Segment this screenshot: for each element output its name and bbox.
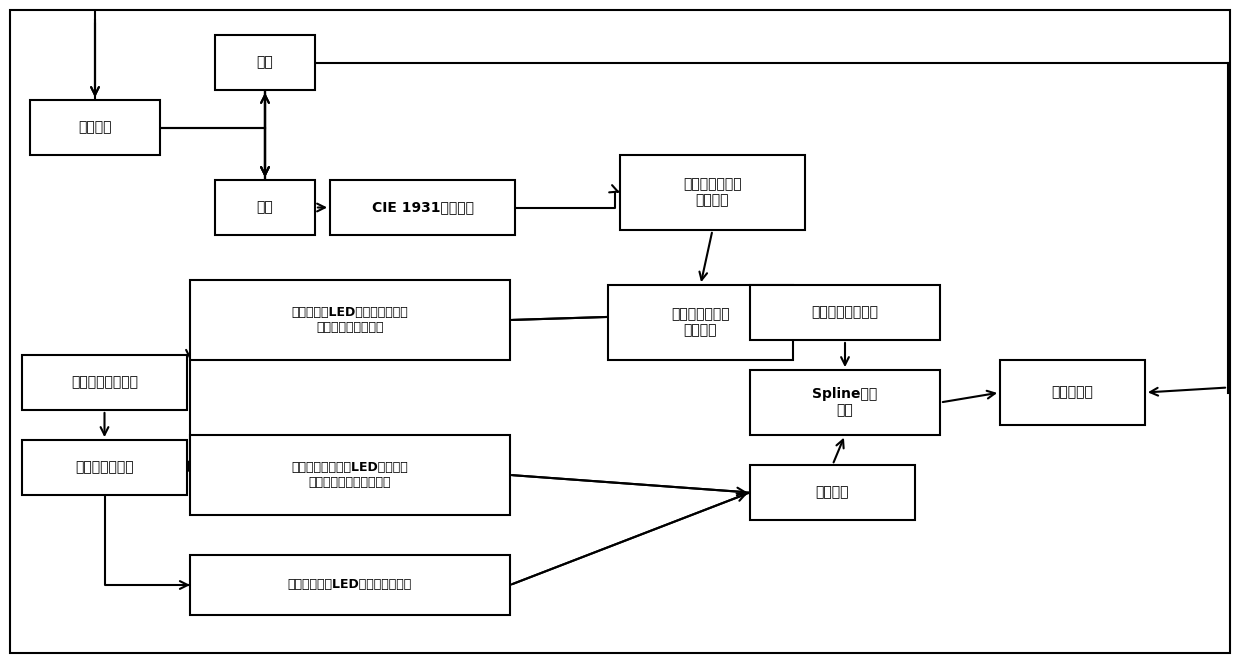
FancyBboxPatch shape: [620, 155, 805, 230]
Text: 色品: 色品: [257, 200, 273, 215]
Text: 选择任意三种光色LED并测量同
时点亮时的绝对三刺激值: 选择任意三种光色LED并测量同 时点亮时的绝对三刺激值: [291, 461, 408, 489]
Text: 测量剩余光色LED的绝对三刺激值: 测量剩余光色LED的绝对三刺激值: [288, 579, 412, 591]
Text: Spline插值
修正: Spline插值 修正: [812, 387, 878, 418]
FancyBboxPatch shape: [215, 35, 315, 90]
FancyBboxPatch shape: [330, 180, 515, 235]
FancyBboxPatch shape: [190, 435, 510, 515]
Text: 定标样本: 定标样本: [816, 485, 849, 499]
Text: 对控制信号值采样: 对控制信号值采样: [71, 375, 138, 389]
Text: 构建并求解线性
规划模型: 构建并求解线性 规划模型: [683, 178, 742, 208]
Text: CIE 1931色品坐标: CIE 1931色品坐标: [372, 200, 474, 215]
Text: 归一化亮度配系数: 归一化亮度配系数: [811, 306, 878, 320]
Text: 测量各光色LED在最大控制信号
值处的绝对三刺激值: 测量各光色LED在最大控制信号 值处的绝对三刺激值: [291, 306, 408, 334]
FancyBboxPatch shape: [750, 465, 915, 520]
Text: 控制信号值: 控制信号值: [1052, 385, 1094, 400]
FancyBboxPatch shape: [30, 100, 160, 155]
Text: 控制信号值样本: 控制信号值样本: [76, 461, 134, 475]
FancyBboxPatch shape: [608, 285, 794, 360]
FancyBboxPatch shape: [22, 440, 187, 495]
Text: 目标光色: 目标光色: [78, 121, 112, 135]
FancyBboxPatch shape: [750, 370, 940, 435]
Text: 归一化亮度初始
匹配系数: 归一化亮度初始 匹配系数: [671, 308, 730, 337]
FancyBboxPatch shape: [22, 355, 187, 410]
FancyBboxPatch shape: [215, 180, 315, 235]
FancyBboxPatch shape: [190, 555, 510, 615]
Text: 亮度: 亮度: [257, 56, 273, 70]
FancyBboxPatch shape: [750, 285, 940, 340]
FancyBboxPatch shape: [999, 360, 1145, 425]
FancyBboxPatch shape: [190, 280, 510, 360]
